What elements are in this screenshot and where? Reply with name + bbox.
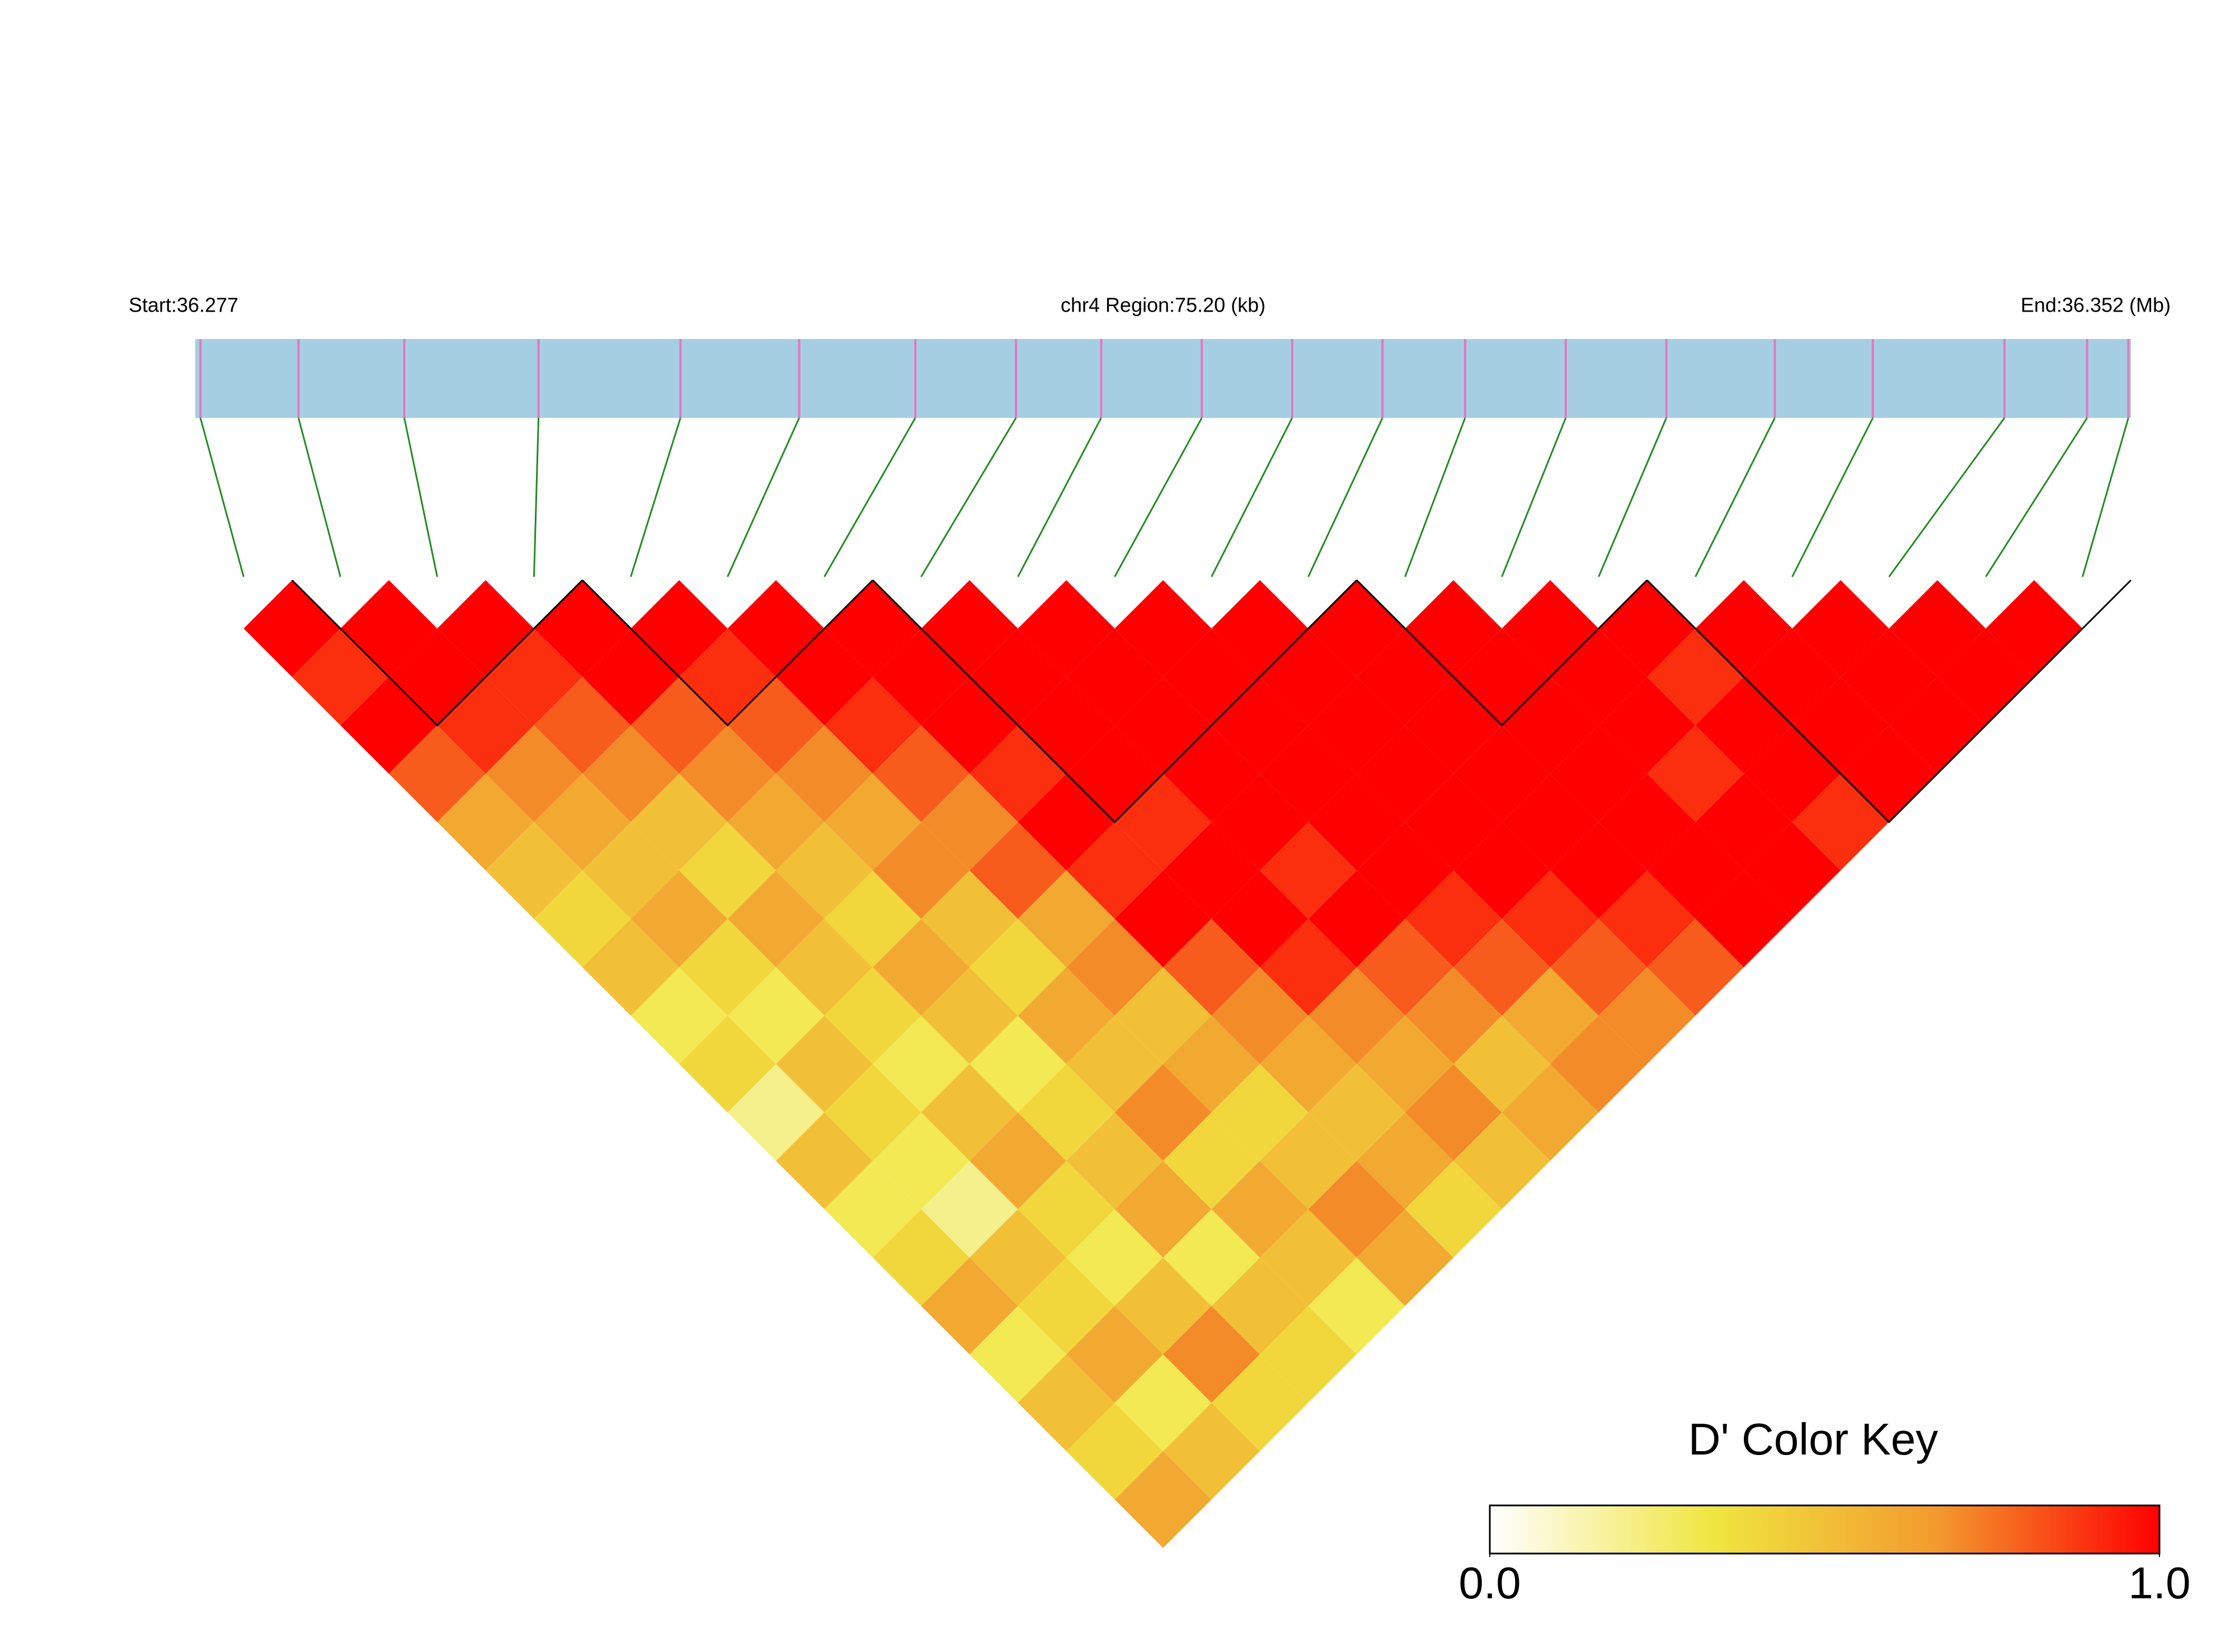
snp-connector: [1307, 417, 1384, 577]
region-bar: [195, 339, 2131, 418]
haplotype-block: [581, 579, 874, 727]
snp-connector: [533, 417, 540, 577]
region-label: chr4 Region:75.20 (kb): [1061, 294, 1265, 317]
start-label: Start:36.277: [129, 294, 238, 317]
snp-connector: [727, 417, 800, 577]
key-tick-label: 0.0: [1458, 1558, 1521, 1608]
snp-connector: [298, 417, 341, 577]
snp-connector: [1598, 417, 1667, 577]
snp-connector: [920, 417, 1017, 577]
snp-connector: [199, 417, 244, 577]
snp-connector: [1404, 417, 1466, 577]
snp-connector: [1501, 417, 1567, 577]
haplotype-block: [291, 579, 584, 727]
snp-connector: [1695, 417, 1776, 577]
snp-connector: [1211, 417, 1293, 577]
snp-connector: [1888, 417, 2006, 577]
snp-connector: [1114, 417, 1203, 577]
haplotype-block: [872, 579, 1358, 823]
snp-connector: [630, 417, 681, 577]
snp-connector: [1017, 417, 1102, 577]
snp-connector: [1985, 417, 2088, 577]
snp-connector: [2082, 417, 2129, 577]
key-tick-label: 1.0: [2128, 1558, 2190, 1608]
key-title: D' Color Key: [1688, 1414, 1938, 1464]
snp-connector: [824, 417, 916, 577]
snp-connector: [1791, 417, 1874, 577]
snp-connector: [403, 417, 438, 577]
color-key: [1489, 1504, 2161, 1555]
end-label: End:36.352 (Mb): [2021, 294, 2171, 317]
haplotype-block: [1646, 579, 2132, 823]
haplotype-block: [1356, 579, 1648, 727]
